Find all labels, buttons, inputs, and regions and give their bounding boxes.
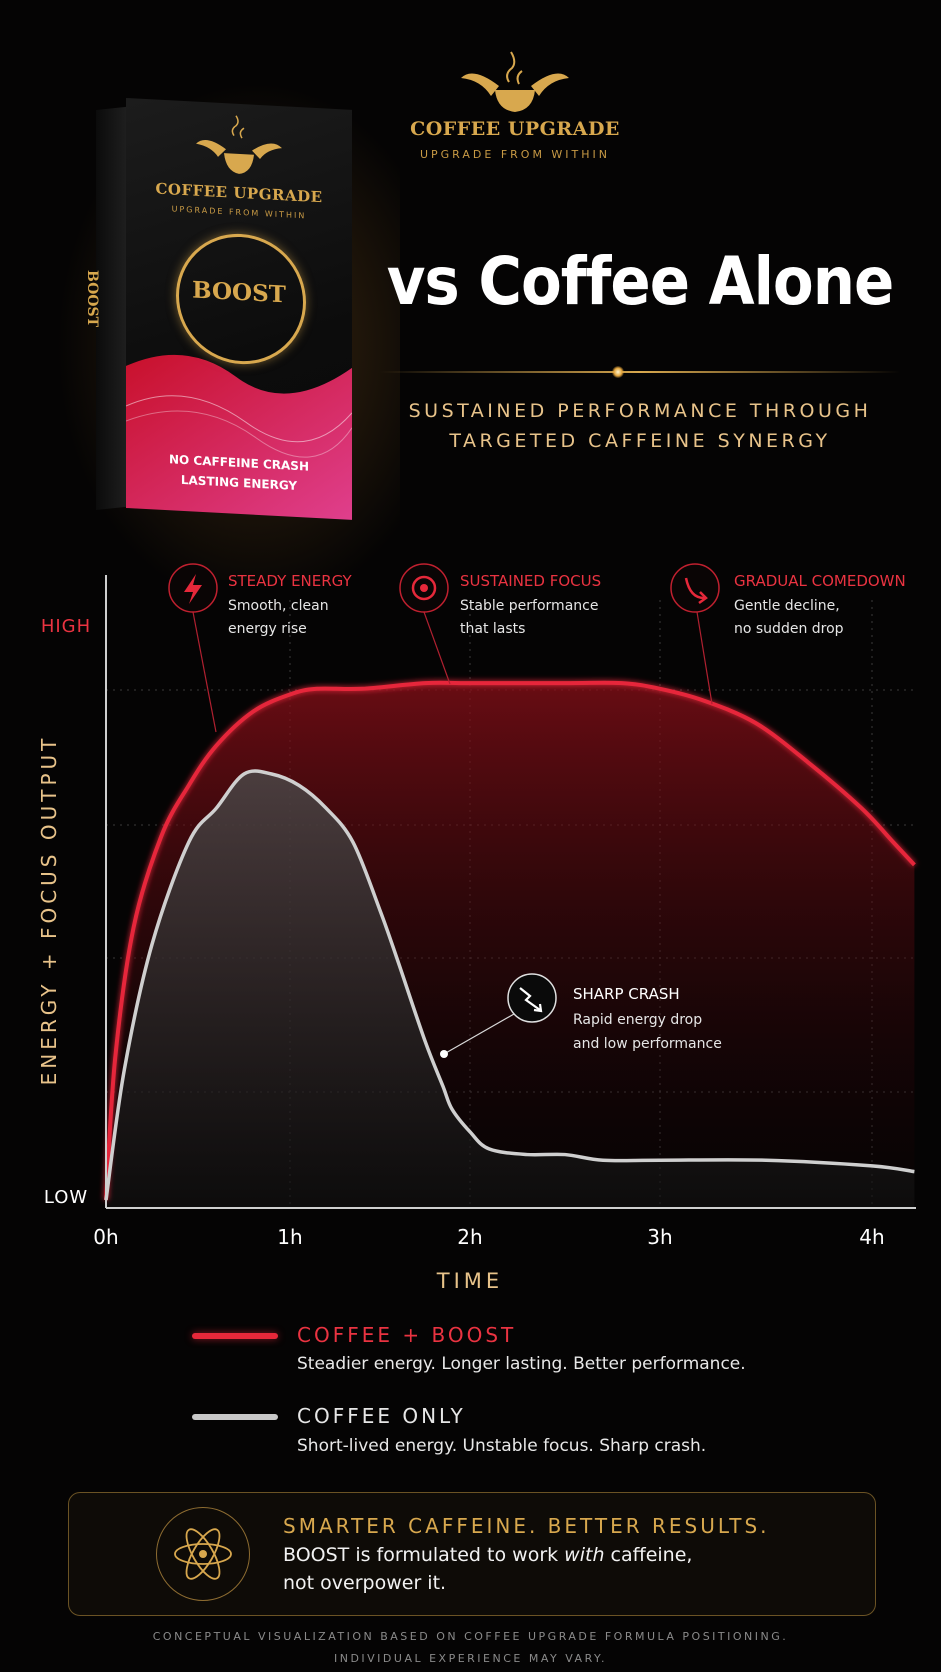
x-tick-label: 4h bbox=[859, 1225, 884, 1249]
legend-title-boost: COFFEE + BOOST bbox=[297, 1323, 517, 1347]
curve-down-arrow-icon bbox=[684, 577, 705, 600]
annotation-line: that lasts bbox=[460, 621, 525, 637]
product-box: COFFEE UPGRADE UPGRADE FROM WITHIN BOOST… bbox=[126, 98, 352, 520]
footer-disclaimer-line1: CONCEPTUAL VISUALIZATION BASED ON COFFEE… bbox=[152, 1630, 789, 1643]
callout-body-post: caffeine, bbox=[604, 1544, 693, 1566]
atom-icon bbox=[174, 1528, 232, 1580]
x-axis-label: TIME bbox=[436, 1269, 503, 1293]
annotation-line: no sudden drop bbox=[734, 621, 844, 637]
callout-title: SMARTER CAFFEINE. BETTER RESULTS. bbox=[283, 1514, 770, 1538]
y-axis-label: ENERGY + FOCUS OUTPUT bbox=[37, 735, 61, 1086]
brand-tagline: UPGRADE FROM WITHIN bbox=[419, 148, 611, 161]
product-box-side-label: BOOST bbox=[84, 270, 100, 327]
energy-chart: 0h 1h 2h 3h 4h HIGH LOW ENERGY + FOCUS OUTPU… bbox=[37, 563, 916, 1293]
annotation-line: and low performance bbox=[573, 1036, 722, 1052]
gold-divider bbox=[380, 371, 900, 373]
page-title: vs Coffee Alone bbox=[386, 243, 895, 320]
annotation-line: Smooth, clean bbox=[228, 598, 329, 614]
subheadline-line1: SUSTAINED PERFORMANCE THROUGH bbox=[408, 400, 872, 422]
x-tick-label: 2h bbox=[457, 1225, 482, 1249]
brand-name: COFFEE UPGRADE bbox=[410, 118, 620, 140]
annotation-line: Gentle decline, bbox=[734, 598, 840, 614]
product-box-side bbox=[96, 106, 126, 511]
winged-cup-logo-icon bbox=[461, 51, 569, 112]
annotation-steady-energy: STEADY ENERGY Smooth, clean energy rise bbox=[168, 563, 353, 733]
y-tick-low: LOW bbox=[44, 1187, 88, 1208]
winged-cup-logo-icon bbox=[196, 115, 282, 174]
annotation-title: SHARP CRASH bbox=[573, 985, 680, 1003]
annotation-line: energy rise bbox=[228, 621, 307, 637]
legend-desc-boost: Steadier energy. Longer lasting. Better … bbox=[297, 1354, 746, 1374]
boost-series-line bbox=[104, 680, 916, 1201]
annotation-line: Stable performance bbox=[460, 598, 598, 614]
callout-body-line2: not overpower it. bbox=[283, 1572, 447, 1594]
divider-sparkle bbox=[612, 366, 624, 378]
annotation-title: GRADUAL COMEDOWN bbox=[734, 572, 906, 590]
annotation-sharp-crash: SHARP CRASH Rapid energy drop and low pe… bbox=[440, 973, 722, 1058]
callout-body-emphasis: with bbox=[564, 1544, 605, 1566]
legend-desc-coffee: Short-lived energy. Unstable focus. Shar… bbox=[297, 1436, 707, 1456]
coffee-series-line bbox=[104, 769, 915, 1201]
footer-disclaimer-line2: INDIVIDUAL EXPERIENCE MAY VARY. bbox=[333, 1652, 608, 1665]
x-tick-label: 0h bbox=[93, 1225, 118, 1249]
callout-body-line1: BOOST is formulated to work with caffein… bbox=[283, 1544, 692, 1566]
zigzag-crash-icon bbox=[519, 987, 541, 1011]
callout-body-pre: BOOST is formulated to work bbox=[283, 1544, 565, 1566]
lightning-icon bbox=[184, 574, 202, 604]
atom-icon-circle bbox=[156, 1507, 250, 1601]
annotation-line: Rapid energy drop bbox=[573, 1012, 702, 1028]
annotation-title: STEADY ENERGY bbox=[228, 572, 353, 590]
legend-title-coffee: COFFEE ONLY bbox=[297, 1404, 466, 1428]
annotation-title: SUSTAINED FOCUS bbox=[460, 572, 601, 590]
annotation-gradual-comedown: GRADUAL COMEDOWN Gentle decline, no sudd… bbox=[670, 563, 906, 705]
legend-swatch-coffee bbox=[192, 1414, 278, 1420]
x-tick-label: 1h bbox=[277, 1225, 302, 1249]
coffee-area bbox=[106, 771, 915, 1208]
x-tick-label: 3h bbox=[647, 1225, 672, 1249]
box-wave-graphic bbox=[126, 354, 352, 520]
y-tick-high: HIGH bbox=[41, 616, 91, 637]
target-icon bbox=[411, 575, 437, 601]
annotation-sustained-focus: SUSTAINED FOCUS Stable performance that … bbox=[399, 563, 601, 685]
legend-swatch-boost bbox=[192, 1333, 278, 1339]
subheadline-line2: TARGETED CAFFEINE SYNERGY bbox=[449, 430, 831, 452]
